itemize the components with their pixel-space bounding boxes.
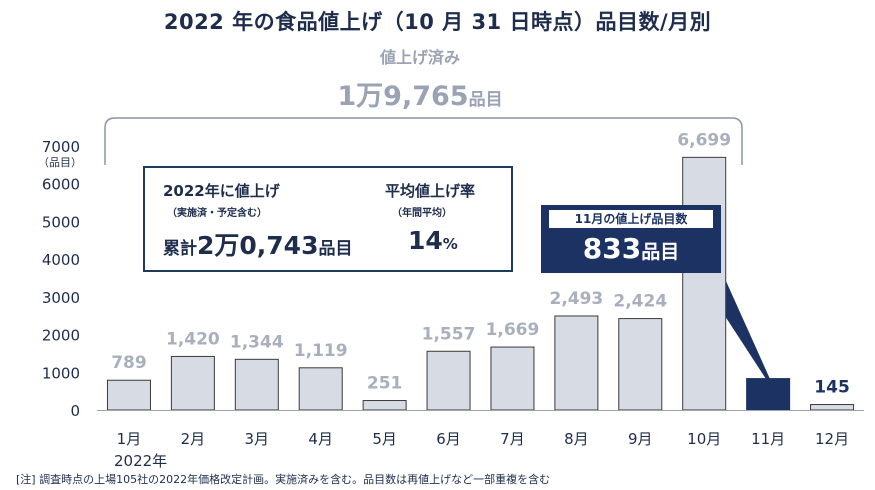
bar-value-label: 251 xyxy=(367,374,403,394)
average-rate-unit: % xyxy=(442,235,458,253)
bar xyxy=(362,400,407,411)
y-tick-label: 4000 xyxy=(42,251,80,269)
bar-value-label: 1,344 xyxy=(230,332,284,352)
bar xyxy=(426,350,471,411)
bar xyxy=(554,315,599,411)
chart-title: 2022 年の食品値上げ（10 月 31 日時点）品目数/月別 xyxy=(163,10,712,34)
average-rate-number: 14 xyxy=(408,226,443,255)
x-tick-label: 3月 xyxy=(245,430,270,448)
bar-value-label: 145 xyxy=(814,378,850,398)
bar-value-label: 6,699 xyxy=(677,130,731,150)
completed-value: 1万9,765品目 xyxy=(280,74,560,113)
x-tick-label: 6月 xyxy=(436,430,461,448)
annual-total-number: 2万0,743 xyxy=(197,231,319,260)
november-callout-label: 11月の値上げ品目数 xyxy=(549,210,713,228)
november-callout-unit: 品目 xyxy=(641,241,680,263)
november-callout-number: 833 xyxy=(582,232,642,265)
rate-heading: 平均値上げ率 xyxy=(385,182,476,200)
x-tick-label: 8月 xyxy=(564,430,589,448)
bar xyxy=(106,379,151,411)
bar xyxy=(810,404,855,411)
average-rate: 14% xyxy=(408,226,458,255)
completed-unit: 品目 xyxy=(468,90,503,110)
completed-label: 値上げ済み xyxy=(379,48,460,67)
bar xyxy=(490,346,535,411)
x-tick-label: 7月 xyxy=(500,430,525,448)
annual-subheading: （実施済・予定含む） xyxy=(167,208,267,219)
y-tick-label: 0 xyxy=(70,402,80,420)
annual-total-prefix: 累計 xyxy=(163,239,197,259)
annual-heading: 2022年に値上げ xyxy=(163,182,280,200)
x-tick-label: 5月 xyxy=(372,430,397,448)
annual-total-unit: 品目 xyxy=(318,239,353,259)
x-axis-year: 2022年 xyxy=(114,452,168,470)
completed-bracket xyxy=(104,117,743,165)
y-tick-label: 2000 xyxy=(42,327,80,345)
bar-value-label: 1,420 xyxy=(166,329,220,349)
x-tick-label: 11月 xyxy=(751,430,785,448)
bar xyxy=(298,367,343,411)
x-tick-label: 10月 xyxy=(687,430,721,448)
footnote: [注] 調査時点の上場105社の2022年価格改定計画。実施済みを含む。品目数は… xyxy=(16,473,551,486)
y-axis: 0 1000 2000 3000 4000 5000 6000 7000 xyxy=(42,138,80,420)
november-callout-value: 833品目 xyxy=(542,232,720,265)
y-tick-label: 7000 xyxy=(42,138,80,156)
bar xyxy=(746,378,791,411)
bar-value-label: 2,424 xyxy=(613,292,667,312)
x-tick-label: 12月 xyxy=(815,430,849,448)
bar xyxy=(170,355,215,411)
x-tick-label: 2月 xyxy=(181,430,206,448)
y-tick-label: 6000 xyxy=(42,176,80,194)
bar-value-label: 1,119 xyxy=(294,341,348,361)
bar xyxy=(234,358,279,411)
x-tick-label: 9月 xyxy=(628,430,653,448)
y-axis-unit: （品目） xyxy=(38,156,82,169)
y-tick-label: 5000 xyxy=(42,213,80,231)
x-tick-label: 4月 xyxy=(308,430,333,448)
bar-value-label: 1,557 xyxy=(422,324,476,344)
bar-value-label: 1,669 xyxy=(486,320,540,340)
x-tick-label: 1月 xyxy=(117,430,142,448)
bar xyxy=(682,156,727,411)
annual-total: 累計2万0,743品目 xyxy=(163,226,352,262)
y-tick-label: 3000 xyxy=(42,289,80,307)
november-callout: 11月の値上げ品目数 833品目 xyxy=(541,205,721,273)
bar xyxy=(618,318,663,411)
annual-summary-box: 2022年に値上げ （実施済・予定含む） 累計2万0,743品目 平均値上げ率 … xyxy=(143,166,513,272)
bars: 789 1月 1,420 2月 1,344 3月 1,119 4月 251 5月 1,557 6月 1,… xyxy=(97,130,864,448)
y-tick-label: 1000 xyxy=(42,364,80,382)
rate-subheading: （年間平均） xyxy=(392,208,452,219)
completed-number: 1万9,765 xyxy=(337,81,469,112)
bar-value-label: 2,493 xyxy=(549,289,603,309)
bar-value-label: 789 xyxy=(111,353,147,373)
